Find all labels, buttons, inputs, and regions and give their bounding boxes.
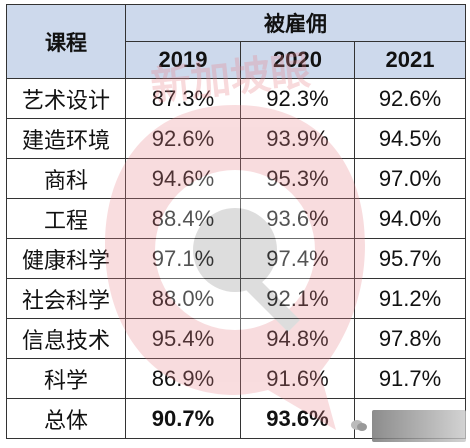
value-cell: 97.1% xyxy=(125,238,241,279)
course-cell: 信息技术 xyxy=(6,318,126,359)
value-cell: 91.6% xyxy=(240,358,355,399)
value-cell: 88.0% xyxy=(125,278,241,319)
value-cell: 91.7% xyxy=(353,358,467,399)
table-row: 建造环境 92.6% 93.9% 94.5% xyxy=(6,118,467,159)
value-cell: 94.5% xyxy=(353,118,467,159)
course-cell: 社会科学 xyxy=(6,278,126,319)
value-cell: 97.4% xyxy=(240,238,355,279)
value-cell: 93.6% xyxy=(240,198,355,239)
year-header-row: 2019 2020 2021 xyxy=(7,41,467,79)
value-cell: 94.8% xyxy=(240,318,355,359)
value-cell: 91.2% xyxy=(353,278,467,319)
value-cell: 92.6% xyxy=(125,118,241,159)
chat-icon xyxy=(351,420,367,431)
employed-header: 被雇佣 xyxy=(124,4,467,42)
course-cell: 健康科学 xyxy=(6,238,126,279)
course-header: 课程 xyxy=(6,4,126,79)
value-cell: 94.0% xyxy=(353,198,467,239)
table-row: 科学 86.9% 91.6% 91.7% xyxy=(6,358,467,399)
course-cell: 工程 xyxy=(6,198,126,239)
course-cell: 艺术设计 xyxy=(6,78,126,119)
value-cell: 97.0% xyxy=(353,158,467,199)
table-row: 工程 88.4% 93.6% 94.0% xyxy=(6,198,467,239)
total-value-cell: 90.7% xyxy=(125,398,241,439)
header-row: 课程 被雇佣 xyxy=(6,4,467,79)
value-cell: 95.7% xyxy=(353,238,467,279)
value-cell: 95.3% xyxy=(240,158,355,199)
course-cell: 商科 xyxy=(6,158,126,199)
table-row: 健康科学 97.1% 97.4% 95.7% xyxy=(6,238,467,279)
value-cell: 92.3% xyxy=(240,78,355,119)
value-cell: 92.1% xyxy=(240,278,355,319)
table-row: 信息技术 95.4% 94.8% 97.8% xyxy=(6,318,467,359)
course-cell: 建造环境 xyxy=(6,118,126,159)
value-cell: 93.9% xyxy=(240,118,355,159)
value-cell: 97.8% xyxy=(353,318,467,359)
year-2019-header: 2019 xyxy=(125,41,241,79)
value-cell: 88.4% xyxy=(125,198,241,239)
course-cell: 科学 xyxy=(6,358,126,399)
value-cell: 94.6% xyxy=(125,158,241,199)
year-2020-header: 2020 xyxy=(240,41,355,79)
value-cell: 92.6% xyxy=(353,78,467,119)
value-cell: 95.4% xyxy=(125,318,241,359)
total-label-cell: 总体 xyxy=(6,398,126,439)
table-row: 社会科学 88.0% 92.1% 91.2% xyxy=(6,278,467,319)
table-row: 商科 94.6% 95.3% 97.0% xyxy=(6,158,467,199)
table-row: 艺术设计 87.3% 92.3% 92.6% xyxy=(6,78,467,119)
value-cell: 87.3% xyxy=(125,78,241,119)
seal-image xyxy=(372,410,466,442)
year-2021-header: 2021 xyxy=(353,41,467,79)
value-cell: 86.9% xyxy=(125,358,241,399)
corner-logo xyxy=(340,407,466,445)
total-value-cell: 93.6% xyxy=(240,398,355,439)
employment-table: 课程 被雇佣 2019 2020 2021 艺术设计 87.3% 92.3% 9… xyxy=(6,4,467,439)
